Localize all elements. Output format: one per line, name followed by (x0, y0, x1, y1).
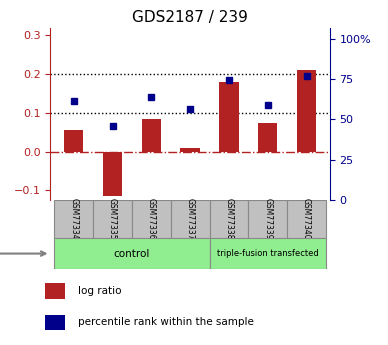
Text: GSM77339: GSM77339 (263, 198, 272, 240)
Text: protocol: protocol (0, 249, 45, 258)
FancyBboxPatch shape (210, 238, 326, 269)
Bar (64, 130, 83, 152)
Title: GDS2187 / 239: GDS2187 / 239 (132, 10, 248, 25)
Text: GSM77340: GSM77340 (302, 198, 311, 240)
FancyBboxPatch shape (171, 200, 210, 238)
Text: control: control (114, 249, 150, 258)
FancyBboxPatch shape (248, 200, 287, 238)
Bar (258, 122, 277, 152)
Text: percentile rank within the sample: percentile rank within the sample (78, 317, 254, 327)
Text: triple-fusion transfected: triple-fusion transfected (217, 249, 319, 258)
Bar (180, 148, 200, 152)
Text: GSM77338: GSM77338 (224, 198, 234, 240)
Bar (103, 152, 122, 196)
Text: GSM77335: GSM77335 (108, 198, 117, 240)
Bar (45, 315, 65, 330)
Text: GSM77336: GSM77336 (147, 198, 156, 240)
FancyBboxPatch shape (287, 200, 326, 238)
Bar (142, 119, 161, 152)
FancyBboxPatch shape (54, 200, 93, 238)
FancyBboxPatch shape (132, 200, 171, 238)
Text: GSM77334: GSM77334 (69, 198, 78, 240)
Text: log ratio: log ratio (78, 286, 122, 296)
Bar (297, 70, 316, 152)
Bar (219, 82, 239, 152)
FancyBboxPatch shape (54, 238, 210, 269)
Bar (45, 284, 65, 299)
FancyBboxPatch shape (210, 200, 248, 238)
Text: GSM77337: GSM77337 (185, 198, 195, 240)
FancyBboxPatch shape (93, 200, 132, 238)
